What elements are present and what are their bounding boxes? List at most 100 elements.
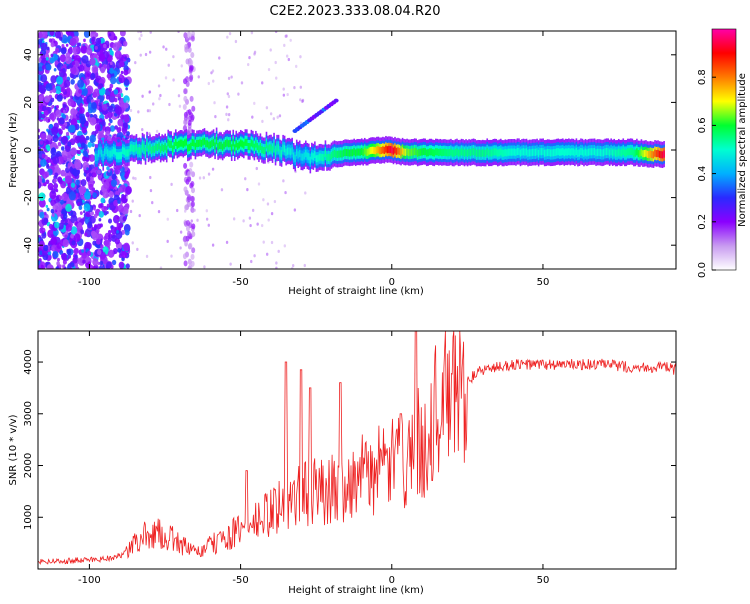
spectrogram-ridge-cell (614, 149, 617, 157)
spectrogram-speckle (41, 232, 47, 239)
spectrogram-ridge-cell (241, 140, 244, 148)
spectrogram-ridge-cell (571, 148, 573, 156)
spectrogram-ridge-cell (549, 149, 552, 157)
spectrogram-speckle (39, 140, 44, 145)
spectrogram-speckle (63, 63, 67, 68)
spectrogram-speckle (291, 263, 295, 268)
spectrogram-speckle (190, 219, 193, 223)
spectrogram-ridge-cell (646, 150, 649, 158)
spectrogram-speckle (99, 260, 104, 266)
spectrogram-speckle (198, 176, 202, 180)
spectrogram-speckle (166, 217, 169, 221)
spectrogram-ridge-cell (524, 148, 526, 156)
spectrogram-ridge-cell (462, 148, 464, 156)
spectrogram-speckle (121, 250, 128, 259)
spectrogram-speckle (123, 69, 129, 76)
spectrogram-speckle (108, 122, 111, 126)
spectrogram-speckle (114, 237, 121, 245)
spectrogram-ridge-cell (522, 148, 525, 156)
spectrogram-speckle (42, 105, 47, 112)
spectrogram-speckle (122, 40, 128, 47)
spectrogram-speckle (54, 221, 60, 229)
spectrogram-speckle (46, 46, 50, 51)
spectrogram-ridge-cell (288, 147, 290, 155)
spectrogram-ridge-cell (660, 151, 662, 159)
spectrogram-speckle (106, 261, 112, 269)
spectrogram-ridge-cell (565, 148, 567, 156)
spectrogram-speckle (54, 85, 62, 95)
spectrogram-ridge-cell (637, 150, 640, 158)
spectrogram-speckle (65, 31, 72, 36)
spectrogram-ridge-cell (472, 148, 475, 156)
spectrogram-speckle (50, 97, 55, 103)
spectrogram-speckle (190, 51, 195, 58)
y-tick-label: -20 (23, 189, 34, 205)
spectrogram-speckle (87, 73, 91, 77)
spectrogram-ridge-cell (161, 143, 163, 151)
spectrogram-speckle (70, 79, 75, 85)
spectrogram-speckle (50, 75, 57, 84)
spectrogram-speckle (93, 213, 98, 219)
spectrogram-speckle (66, 87, 71, 93)
spectrogram-ridge-cell (574, 149, 576, 157)
spectrogram-speckle (83, 210, 86, 214)
spectrogram-ridge-cell (592, 148, 594, 156)
spectrogram-speckle (114, 98, 118, 103)
spectrogram-ridge-cell (457, 149, 460, 157)
spectrogram-speckle (45, 83, 52, 92)
spectrogram-speckle (183, 88, 188, 95)
spectrogram-ridge-cell (116, 152, 118, 160)
spectrogram-ridge-cell (531, 148, 534, 156)
spectrogram-ridge-cell (630, 147, 632, 156)
spectrogram-speckle (81, 186, 85, 190)
spectrogram-speckle (59, 36, 63, 41)
spectrogram-speckle (92, 240, 97, 246)
spectrogram-ridge-cell (425, 149, 428, 157)
spectrogram-ridge-cell (377, 146, 380, 154)
spectrogram-ridge-cell (548, 149, 551, 157)
spectrogram-ridge-cell (308, 153, 310, 161)
spectrogram-speckle (124, 56, 127, 60)
spectrogram-ridge-cell (243, 141, 245, 149)
spectrogram-speckle (118, 261, 125, 269)
spectrogram-ridge-cell (326, 154, 328, 162)
spectrogram-speckle (261, 81, 264, 85)
spectrogram-ridge-cell (539, 148, 541, 156)
spectrogram-speckle (55, 104, 59, 109)
spectrogram-speckle (117, 204, 124, 213)
spectrogram-speckle (187, 171, 192, 178)
spectrogram-ridge-cell (329, 154, 331, 162)
colorbar-label: Normalized spectral amplitude (737, 73, 748, 227)
spectrogram-speckle (77, 79, 85, 88)
spectrogram-speckle (55, 189, 59, 193)
spectrogram-ridge-cell (507, 148, 510, 156)
spectrogram-ridge-cell (309, 156, 312, 164)
spectrogram-ridge-cell (400, 148, 402, 156)
spectrogram-ridge-cell (143, 143, 145, 151)
spectrogram-speckle (56, 76, 64, 85)
spectrogram-speckle (98, 235, 102, 240)
spectrogram-ridge-cell (162, 144, 165, 153)
spectrogram-speckle (114, 167, 121, 175)
spectrogram-ridge-cell (128, 149, 130, 157)
spectrogram-speckle (289, 38, 292, 42)
spectrogram-ridge-cell (185, 138, 188, 146)
spectrogram-ridge-cell (568, 147, 570, 156)
spectrogram-ridge-cell (336, 150, 339, 158)
spectrogram-ridge-cell (474, 148, 476, 156)
spectrogram-speckle (190, 253, 195, 260)
spectrogram-ridge-cell (454, 148, 457, 156)
spectrogram-speckle (99, 118, 103, 123)
spectrogram-ridge-cell (392, 147, 395, 155)
spectrogram-speckle (232, 217, 236, 221)
spectrogram-speckle (168, 102, 171, 107)
spectrogram-ridge-cell (436, 148, 439, 156)
spectrogram-ridge-cell (258, 145, 260, 153)
spectrogram-ridge-cell (194, 142, 197, 150)
spectrogram-speckle (183, 186, 188, 193)
spectrogram-speckle (111, 173, 117, 180)
spectrogram-ridge-cell (453, 149, 455, 157)
spectrogram-speckle (189, 59, 194, 66)
spectrogram-speckle (99, 37, 105, 44)
spectrogram-speckle (108, 191, 114, 198)
